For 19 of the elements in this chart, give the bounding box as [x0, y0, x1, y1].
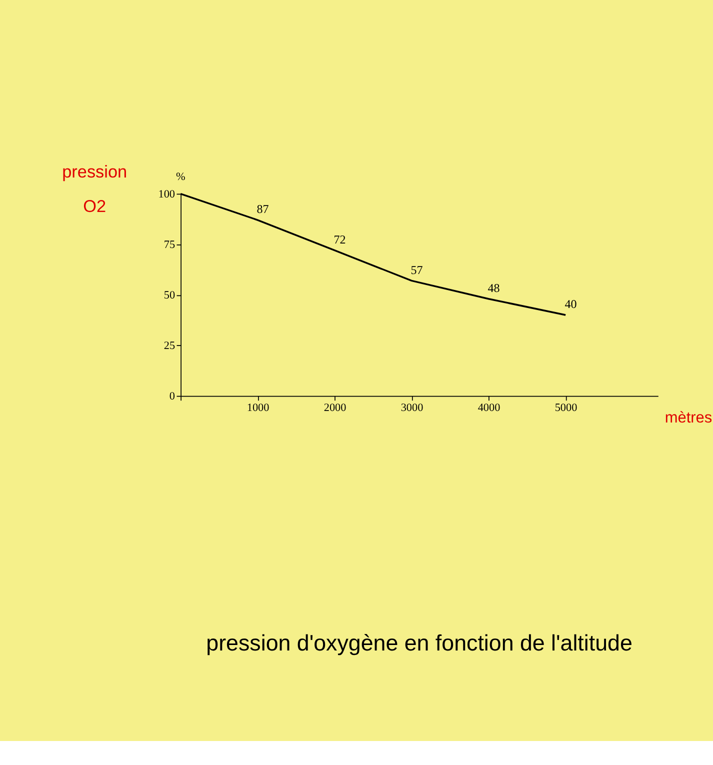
- x-tick-label: 3000: [400, 402, 424, 414]
- x-tick-label: 4000: [478, 402, 501, 414]
- data-label: 72: [334, 232, 346, 246]
- x-tick-label: 5000: [554, 402, 578, 414]
- y-tick-label: 75: [164, 239, 176, 252]
- x-tick-label: 2000: [324, 402, 347, 414]
- y-tick-label: 0: [169, 390, 176, 403]
- x-axis-title: mètres: [664, 410, 712, 427]
- y-tick-label: 50: [164, 290, 176, 302]
- data-label: 40: [564, 297, 577, 312]
- x-tick-label: 1000: [246, 402, 270, 414]
- data-label: 48: [488, 280, 500, 295]
- text: pression d'oxygène en fonction de l'altitude: [206, 630, 632, 656]
- y-axis-title: pression O2: [62, 161, 128, 216]
- y-tick-label: 25: [164, 340, 176, 352]
- text: %: [176, 170, 186, 183]
- data-label: 57: [410, 262, 423, 277]
- y-tick-label: 100: [158, 188, 176, 201]
- data-label: 87: [256, 202, 269, 216]
